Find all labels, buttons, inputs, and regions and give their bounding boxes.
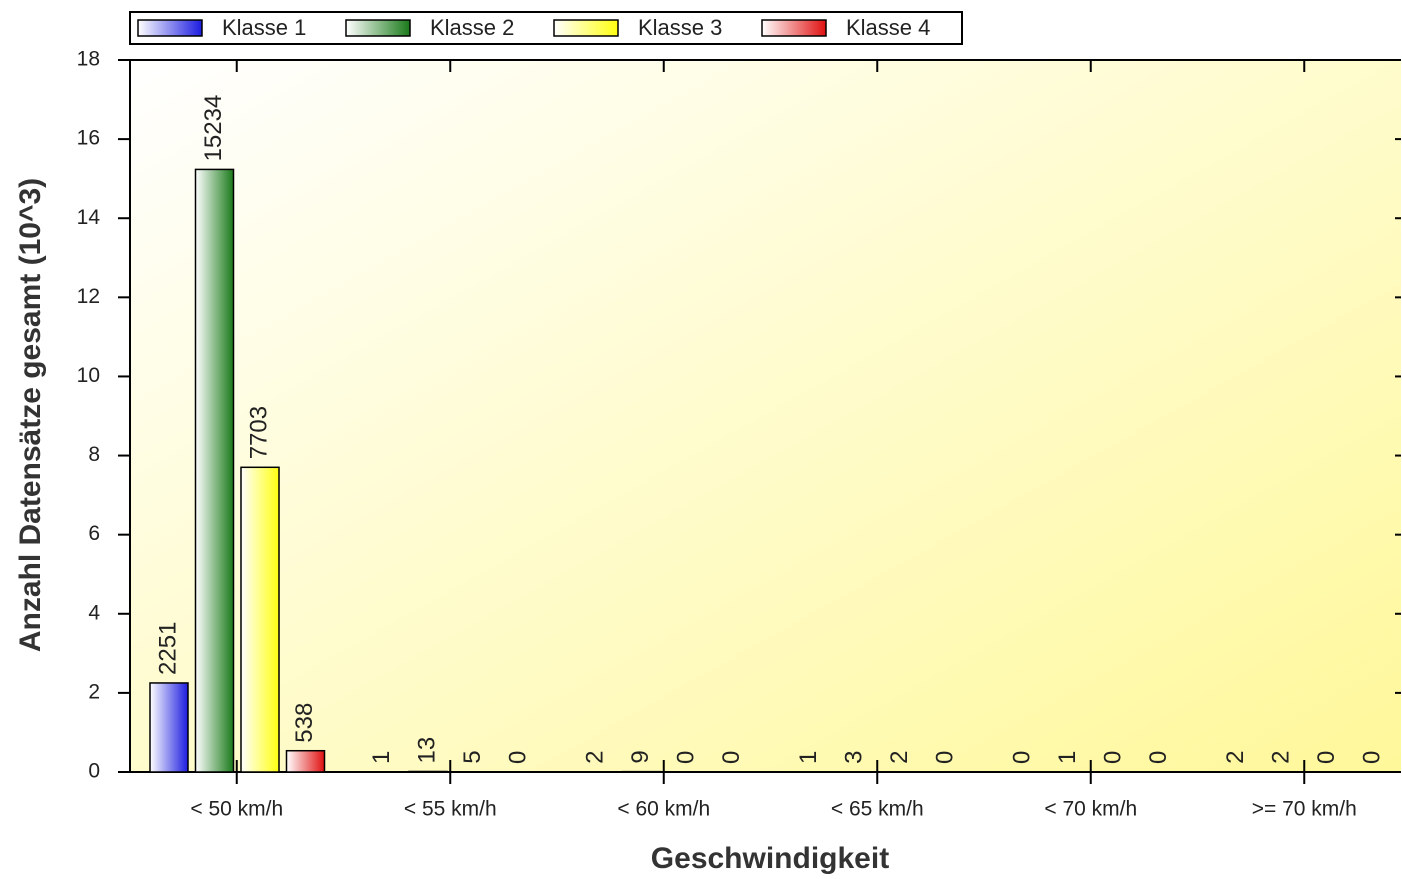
x-tick-label: < 65 km/h — [831, 798, 924, 821]
y-tick-label: 8 — [88, 443, 100, 466]
data-label: 2 — [1222, 751, 1249, 764]
y-tick-label: 14 — [77, 206, 101, 229]
bar — [285, 749, 326, 773]
x-tick-label: < 60 km/h — [617, 798, 710, 821]
legend-swatch — [761, 19, 827, 37]
bar — [240, 466, 280, 773]
y-tick-label: 16 — [77, 127, 100, 150]
y-tick-label: 10 — [77, 364, 100, 387]
data-label: 13 — [413, 737, 440, 764]
legend-label: Klasse 4 — [846, 15, 930, 40]
bar — [194, 168, 235, 773]
data-label: 5 — [459, 750, 486, 763]
data-label: 0 — [1008, 751, 1035, 764]
data-label: 0 — [1358, 751, 1385, 764]
legend-label: Klasse 3 — [638, 15, 722, 40]
data-label: 2 — [581, 751, 608, 764]
y-tick-label: 6 — [88, 522, 100, 545]
bar — [408, 770, 448, 773]
x-tick-label: < 70 km/h — [1044, 798, 1137, 821]
data-label: 1 — [368, 751, 395, 764]
legend-swatch — [137, 19, 203, 37]
data-label: 7703 — [245, 406, 272, 459]
y-axis-title: Anzahl Datensätze gesamt (10^3) — [14, 178, 47, 652]
data-label: 0 — [1145, 751, 1172, 764]
data-label: 2 — [886, 751, 913, 764]
data-label: 0 — [672, 751, 699, 764]
data-label: 2 — [1267, 751, 1294, 764]
x-tick-label: < 55 km/h — [404, 798, 497, 821]
data-label: 1 — [1054, 751, 1081, 764]
x-tick-label: >= 70 km/h — [1252, 798, 1357, 821]
data-label: 9 — [627, 750, 654, 763]
legend-swatch — [553, 19, 619, 37]
data-label: 0 — [1099, 751, 1126, 764]
legend-swatch — [345, 19, 411, 37]
legend-label: Klasse 1 — [222, 15, 306, 40]
data-label: 1 — [795, 751, 822, 764]
x-tick-label: < 50 km/h — [190, 798, 283, 821]
legend-label: Klasse 2 — [430, 15, 514, 40]
y-tick-label: 2 — [88, 680, 100, 703]
data-label: 15234 — [200, 95, 227, 162]
data-label: 0 — [718, 751, 745, 764]
data-label: 538 — [291, 703, 318, 743]
y-tick-label: 4 — [88, 601, 100, 624]
data-label: 0 — [504, 751, 531, 764]
data-label: 0 — [931, 751, 958, 764]
y-tick-label: 0 — [88, 760, 100, 783]
data-label: 3 — [840, 751, 867, 764]
bar — [149, 682, 189, 773]
y-tick-label: 18 — [77, 48, 100, 71]
plot-area — [130, 60, 1401, 772]
y-tick-label: 12 — [77, 285, 100, 308]
x-axis-title: Geschwindigkeit — [651, 842, 889, 875]
data-label: 0 — [1313, 751, 1340, 764]
data-label: 2251 — [154, 622, 181, 675]
